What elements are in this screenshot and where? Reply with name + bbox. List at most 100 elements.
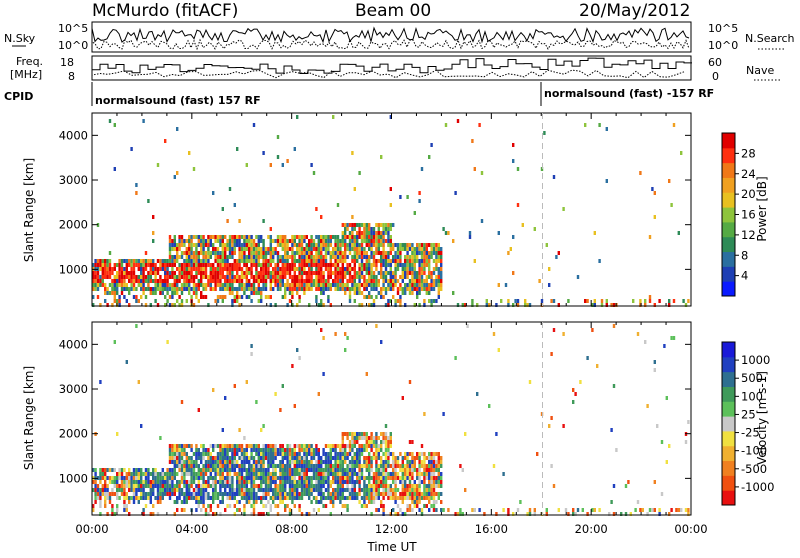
heatmap-cell (430, 484, 433, 488)
heatmap-cell (430, 504, 433, 508)
heatmap-cell (298, 235, 301, 239)
heatmap-cell (212, 456, 215, 460)
heatmap-cell (231, 239, 234, 243)
heatmap-cell (365, 456, 368, 460)
heatmap-cell (260, 299, 263, 303)
heatmap-cell (166, 279, 169, 283)
heatmap-cell (324, 247, 328, 251)
heatmap-cell (336, 496, 340, 500)
heatmap-cell (401, 500, 404, 504)
heatmap-cell (272, 259, 275, 263)
heatmap-cell (209, 464, 212, 468)
heatmap-cell (101, 267, 104, 271)
heatmap-cell (137, 263, 140, 267)
heatmap-cell (404, 480, 407, 484)
heatmap-cell (651, 187, 654, 191)
heatmap-cell (327, 279, 330, 283)
heatmap-cell (296, 251, 299, 255)
heatmap-cell (245, 283, 248, 287)
heatmap-cell (144, 251, 148, 255)
heatmap-cell (166, 492, 169, 496)
heatmap-cell (430, 464, 433, 468)
heatmap-cell (233, 504, 236, 508)
heatmap-cell (346, 480, 349, 484)
heatmap-cell (219, 283, 222, 287)
heatmap-cell (324, 235, 328, 239)
heatmap-cell (183, 464, 186, 468)
heatmap-cell (360, 231, 364, 235)
heatmap-cell (437, 275, 440, 279)
heatmap-cell (327, 472, 330, 476)
heatmap-cell (416, 255, 419, 259)
heatmap-cell (195, 500, 198, 504)
heatmap-cell (384, 275, 388, 279)
heatmap-cell (262, 275, 265, 279)
heatmap-cell (653, 480, 656, 484)
heatmap-cell (380, 504, 383, 508)
heatmap-cell (315, 207, 318, 211)
heatmap-cell (120, 267, 124, 271)
heatmap-cell (387, 492, 390, 496)
heatmap-cell (384, 464, 388, 468)
heatmap-cell (135, 468, 138, 472)
heatmap-cell (428, 259, 431, 263)
heatmap-cell (339, 472, 342, 476)
heatmap-cell (185, 299, 188, 303)
heatmap-cell (334, 271, 337, 275)
heatmap-cell (264, 472, 268, 476)
heatmap-cell (401, 492, 404, 496)
heatmap-cell (159, 436, 162, 440)
heatmap-cell (341, 472, 344, 476)
heatmap-cell (675, 508, 678, 512)
heatmap-cell (226, 255, 229, 259)
heatmap-cell (408, 271, 412, 275)
heatmap-cell (120, 484, 124, 488)
heatmap-cell (394, 279, 397, 283)
heatmap-cell (384, 223, 388, 227)
heatmap-cell (180, 400, 184, 404)
heatmap-cell (418, 259, 421, 263)
heatmap-cell (154, 484, 157, 488)
heatmap-cell (507, 251, 510, 255)
heatmap-cell (365, 432, 368, 436)
heatmap-cell (372, 303, 376, 307)
heatmap-cell (394, 460, 397, 464)
heatmap-cell (346, 223, 349, 227)
heatmap-cell (512, 512, 515, 516)
heatmap-cell (351, 287, 354, 291)
heatmap-cell (120, 279, 124, 283)
heatmap-cell (192, 259, 196, 263)
heatmap-cell (413, 247, 416, 251)
heatmap-cell (156, 488, 160, 492)
heatmap-cell (192, 283, 196, 287)
heatmap-cell (185, 259, 188, 263)
heatmap-cell (207, 283, 210, 287)
heatmap-cell (248, 488, 251, 492)
heatmap-cell (387, 303, 390, 307)
heatmap-cell (380, 340, 383, 344)
heatmap-cell (197, 251, 200, 255)
heatmap-cell (344, 480, 347, 484)
heatmap-cell (305, 464, 308, 468)
heatmap-cell (279, 283, 282, 287)
heatmap-cell (389, 452, 392, 456)
heatmap-cell (406, 243, 409, 247)
heatmap-cell (120, 275, 124, 279)
heatmap-cell (303, 287, 306, 291)
heatmap-cell (363, 263, 366, 267)
heatmap-cell (173, 448, 176, 452)
heatmap-cell (336, 243, 340, 247)
heatmap-cell (183, 476, 186, 480)
heatmap-cell (149, 275, 152, 279)
heatmap-cell (353, 432, 356, 436)
heatmap-cell (324, 456, 328, 460)
heatmap-cell (329, 448, 332, 452)
heatmap-cell (399, 295, 402, 299)
heatmap-cell (324, 263, 328, 267)
heatmap-cell (312, 283, 316, 287)
heatmap-cell (243, 504, 246, 508)
freq-right-bottom: 0 (712, 70, 719, 83)
heatmap-cell (188, 472, 191, 476)
heatmap-cell (363, 239, 366, 243)
heatmap-cell (262, 424, 265, 428)
